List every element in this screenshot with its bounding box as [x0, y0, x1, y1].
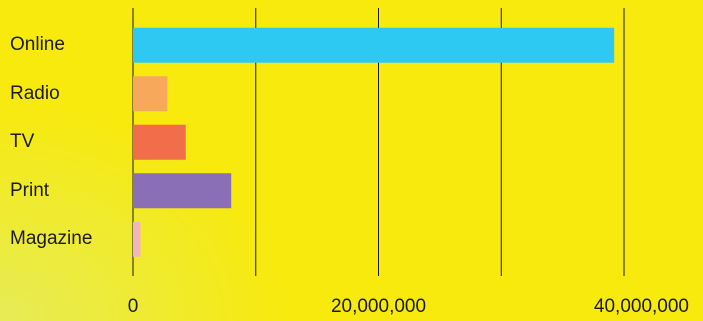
x-tick-label-0: 0: [127, 296, 139, 317]
category-label-online: Online: [10, 34, 65, 56]
bar-print: [133, 173, 232, 209]
x-tick-label-20000000: 20,000,000: [330, 296, 427, 317]
category-label-tv: TV: [10, 131, 35, 153]
bar-tv: [133, 124, 186, 160]
bar-radio: [133, 76, 168, 112]
x-tick-label-40000000: 40,000,000: [593, 296, 689, 317]
category-label-radio: Radio: [10, 82, 60, 104]
category-label-print: Print: [10, 179, 50, 201]
category-label-magazine: Magazine: [10, 228, 93, 250]
bar-online: [133, 27, 615, 63]
bar-magazine: [133, 221, 141, 257]
